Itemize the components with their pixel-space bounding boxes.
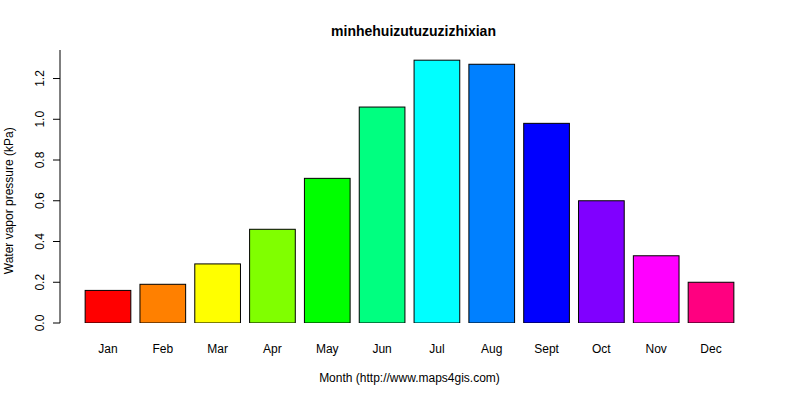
title: minhehuizutuzuzizhixian <box>331 23 496 39</box>
bar <box>688 282 734 323</box>
x-tick-label: Jan <box>98 342 117 356</box>
background <box>0 0 800 400</box>
x-tick-label: Oct <box>592 342 611 356</box>
y-tick <box>53 241 60 242</box>
x-tick-label: Jun <box>372 342 391 356</box>
y-tick <box>53 200 60 201</box>
bar <box>304 178 350 323</box>
y-tick-label: 0.6 <box>33 192 47 209</box>
x-tick-label: Nov <box>646 342 667 356</box>
bar <box>359 107 405 323</box>
y-axis-label: Water vapor pressure (kPa) <box>2 127 16 274</box>
bar <box>524 123 570 323</box>
x-tick-label: Aug <box>481 342 502 356</box>
y-tick-label: 0.4 <box>33 233 47 250</box>
y-tick-label: 0.2 <box>33 274 47 291</box>
y-tick <box>53 160 60 161</box>
bar <box>85 290 131 323</box>
x-tick-label: Feb <box>152 342 173 356</box>
y-tick <box>53 119 60 120</box>
y-tick <box>53 323 60 324</box>
bar <box>633 256 679 323</box>
x-tick-label: Sept <box>534 342 559 356</box>
x-tick-label: Mar <box>207 342 228 356</box>
x-axis-label: Month (http://www.maps4gis.com) <box>319 371 500 385</box>
x-tick-label: Apr <box>263 342 282 356</box>
bar <box>195 264 241 323</box>
bar <box>250 229 296 323</box>
bar <box>469 64 515 323</box>
y-tick <box>53 282 60 283</box>
bar <box>579 201 625 323</box>
y-tick-label: 0.8 <box>33 151 47 168</box>
bar <box>414 60 460 323</box>
y-tick-label: 0.0 <box>33 314 47 331</box>
y-tick-label: 1.0 <box>33 111 47 128</box>
chart: Jan Feb Mar Apr May Jun Jul Aug Sept Oct Nov Dec 0.0… <box>0 0 800 400</box>
x-tick-label: May <box>316 342 339 356</box>
bars <box>85 60 734 323</box>
y-tick <box>53 78 60 79</box>
x-tick-label: Dec <box>700 342 721 356</box>
y-tick-label: 1.2 <box>33 70 47 87</box>
bar <box>140 284 186 323</box>
x-tick-label: Jul <box>429 342 444 356</box>
